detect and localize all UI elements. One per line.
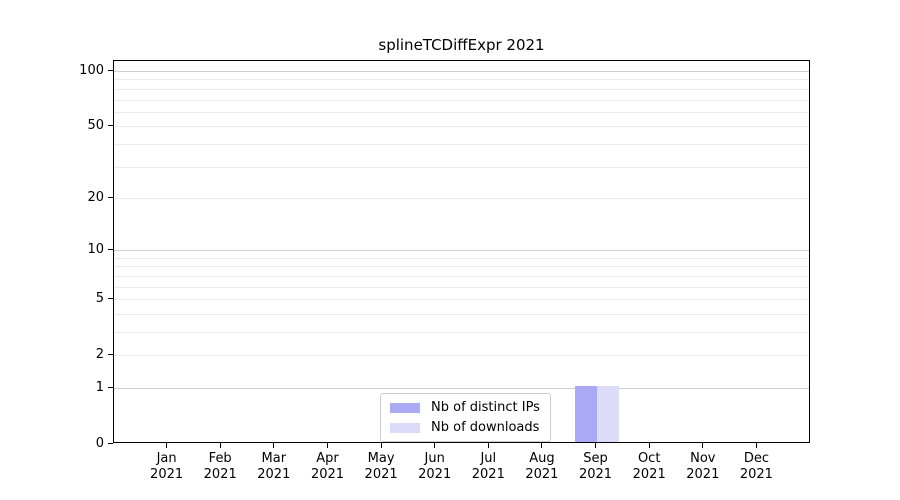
x-tick-mark (541, 443, 543, 448)
y-gridline-minor (114, 355, 809, 357)
y-tick-label: 1 (95, 380, 104, 395)
x-tick-label: Jun 2021 (418, 451, 452, 482)
bar-distinct-ips (574, 386, 597, 442)
y-tick-mark (108, 443, 113, 445)
y-tick-mark (108, 298, 113, 300)
y-gridline-major (114, 250, 809, 252)
x-tick-label: Jan 2021 (150, 451, 184, 482)
y-tick-label: 10 (87, 242, 104, 258)
y-tick-label: 20 (87, 189, 104, 205)
x-tick-mark (702, 443, 704, 448)
bar-downloads (596, 386, 619, 442)
y-gridline-minor (114, 275, 809, 277)
y-gridline-minor (114, 126, 809, 128)
legend-item-distinct-ips: Nb of distinct IPs (390, 399, 540, 416)
legend-label-distinct-ips: Nb of distinct IPs (431, 400, 540, 415)
chart-title: splineTCDiffExpr 2021 (378, 36, 545, 54)
x-tick-label: Dec 2021 (739, 451, 773, 482)
x-tick-mark (434, 443, 436, 448)
y-gridline-minor (114, 99, 809, 101)
y-gridline-minor (114, 197, 809, 199)
x-tick-mark (326, 443, 329, 448)
y-gridline-minor (114, 88, 809, 90)
x-tick-label: Mar 2021 (257, 451, 291, 482)
x-tick-mark (487, 443, 489, 448)
x-tick-mark (166, 443, 168, 448)
y-gridline-minor (114, 166, 809, 168)
y-gridline-minor (114, 313, 809, 315)
legend-item-downloads: Nb of downloads (390, 419, 540, 436)
y-gridline-minor (114, 266, 809, 268)
y-tick-mark (108, 125, 113, 127)
x-tick-mark (648, 443, 650, 448)
y-tick-mark (108, 70, 113, 72)
legend-swatch-downloads (390, 422, 420, 433)
x-tick-label: Nov 2021 (686, 451, 720, 482)
y-gridline-minor (114, 286, 809, 288)
x-tick-label: Feb 2021 (203, 451, 237, 482)
x-tick-mark (273, 443, 275, 448)
legend-label-downloads: Nb of downloads (431, 420, 540, 435)
y-gridline-minor (114, 143, 809, 145)
x-tick-label: May 2021 (364, 451, 398, 482)
x-tick-mark (755, 443, 757, 448)
y-gridline-major (114, 388, 809, 389)
x-tick-mark (594, 443, 597, 448)
x-tick-label: Aug 2021 (525, 451, 559, 482)
y-tick-mark (108, 387, 113, 389)
y-tick-label: 50 (87, 118, 104, 134)
x-tick-label: Apr 2021 (310, 451, 345, 482)
y-tick-label: 2 (95, 347, 104, 363)
y-tick-mark (108, 249, 113, 251)
y-tick-label: 0 (95, 436, 104, 451)
plot-area: Nb of distinct IPs Nb of downloads (113, 60, 810, 443)
y-tick-label: 5 (95, 291, 104, 307)
x-tick-label: Sep 2021 (578, 451, 613, 482)
legend-swatch-distinct-ips (390, 402, 420, 413)
x-tick-mark (219, 443, 221, 448)
x-tick-label: Oct 2021 (632, 451, 666, 482)
y-gridline-major (114, 71, 809, 72)
y-tick-mark (108, 196, 113, 199)
y-tick-mark (108, 354, 113, 356)
y-gridline-minor (114, 299, 809, 301)
x-tick-mark (380, 443, 382, 448)
y-gridline-minor (114, 257, 809, 259)
y-gridline-minor (114, 111, 809, 113)
y-tick-label: 100 (79, 63, 104, 78)
y-gridline-minor (114, 332, 809, 333)
legend: Nb of distinct IPs Nb of downloads (380, 393, 551, 442)
y-gridline-minor (114, 79, 809, 81)
x-tick-label: Jul 2021 (471, 451, 505, 482)
